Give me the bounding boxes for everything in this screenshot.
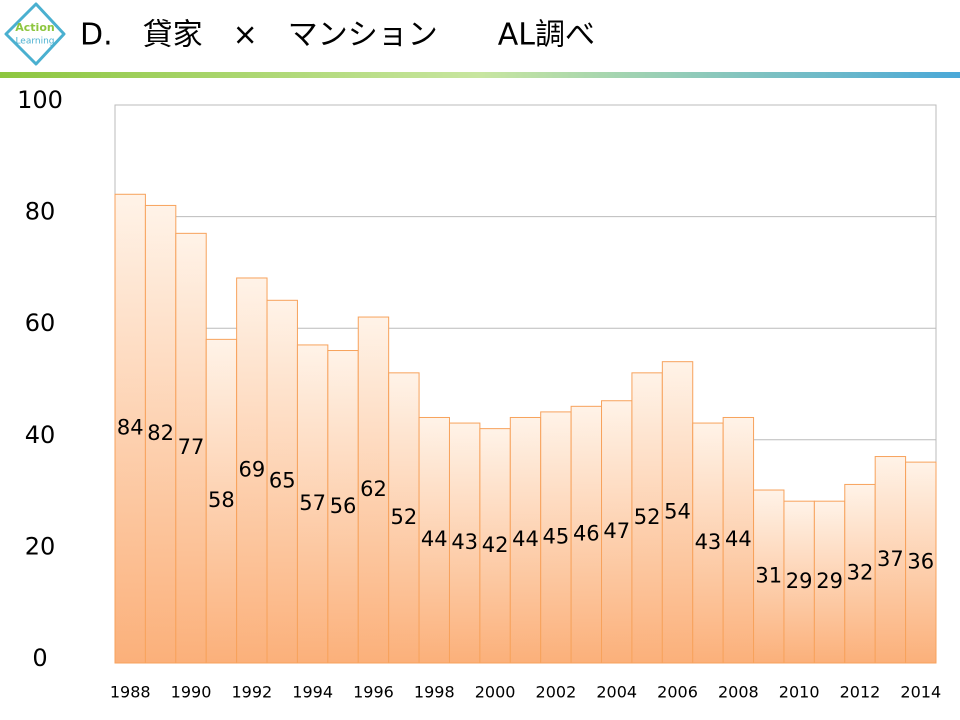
bar — [327, 350, 359, 664]
data-label: 65 — [269, 469, 296, 493]
data-label: 32 — [847, 561, 874, 585]
x-tick-label: 2008 — [718, 683, 759, 702]
data-label: 54 — [664, 499, 691, 523]
bar — [540, 411, 572, 664]
y-tick-label: 0 — [32, 644, 47, 672]
data-label: 52 — [634, 505, 661, 529]
x-tick-label: 1992 — [231, 683, 272, 702]
logo-text: Learning — [15, 37, 54, 47]
x-tick-label: 1994 — [292, 683, 333, 702]
bar — [479, 428, 511, 664]
bar — [236, 277, 268, 664]
chart-title: D. 貸家 × マンション AL調べ — [80, 18, 595, 53]
data-label: 58 — [208, 488, 235, 512]
x-tick-label: 2000 — [475, 683, 516, 702]
x-tick-label: 1996 — [353, 683, 394, 702]
y-tick-label: 80 — [25, 198, 56, 226]
data-label: 52 — [391, 505, 418, 529]
y-tick-label: 60 — [25, 309, 56, 337]
data-label: 42 — [482, 533, 509, 557]
data-label: 44 — [725, 527, 752, 551]
y-tick-label: 40 — [25, 421, 56, 449]
bar — [601, 400, 633, 664]
data-label: 43 — [451, 530, 478, 554]
data-label: 29 — [786, 569, 813, 593]
logo: Action Learning — [4, 2, 66, 66]
bar — [357, 316, 390, 664]
data-label: 37 — [877, 547, 904, 571]
data-label: 77 — [178, 435, 205, 459]
data-label: 69 — [238, 457, 265, 481]
bar — [388, 372, 420, 664]
bar — [296, 344, 329, 664]
logo-shape — [4, 2, 66, 66]
data-label: 45 — [543, 524, 570, 548]
bar — [570, 405, 603, 664]
data-label: 46 — [573, 522, 600, 546]
x-tick-label: 2014 — [900, 683, 941, 702]
x-tick-label: 1988 — [110, 683, 151, 702]
bar — [175, 232, 207, 664]
data-label: 82 — [147, 421, 174, 445]
x-tick-label: 2004 — [596, 683, 637, 702]
bar — [844, 483, 876, 664]
data-label: 36 — [907, 550, 934, 574]
x-tick-label: 2012 — [840, 683, 881, 702]
bar — [753, 489, 785, 664]
bar — [418, 416, 450, 664]
x-tick-label: 2010 — [779, 683, 820, 702]
bar — [509, 416, 542, 664]
x-tick-label: 2002 — [536, 683, 577, 702]
data-label: 56 — [330, 494, 357, 518]
x-tick-label: 2006 — [657, 683, 698, 702]
data-label: 84 — [117, 416, 144, 440]
data-label: 43 — [695, 530, 722, 554]
data-label: 62 — [360, 477, 387, 501]
data-label: 29 — [816, 569, 843, 593]
bar — [114, 193, 146, 664]
bar — [692, 422, 724, 664]
data-label: 44 — [512, 527, 539, 551]
bar — [905, 461, 937, 664]
y-tick-label: 20 — [25, 532, 56, 560]
bar — [813, 500, 846, 664]
y-tick-label: 100 — [17, 86, 63, 114]
data-label: 57 — [299, 491, 326, 515]
logo-text: Action — [15, 21, 54, 34]
data-label: 47 — [603, 519, 630, 543]
header-rule — [0, 72, 960, 78]
bar — [144, 204, 177, 664]
bar — [205, 338, 238, 664]
bar — [783, 500, 815, 664]
x-tick-label: 1998 — [414, 683, 455, 702]
bar — [448, 422, 481, 664]
x-tick-label: 1990 — [171, 683, 212, 702]
bar — [722, 416, 755, 664]
data-label: 31 — [755, 564, 782, 588]
bar — [631, 372, 663, 664]
data-label: 44 — [421, 527, 448, 551]
